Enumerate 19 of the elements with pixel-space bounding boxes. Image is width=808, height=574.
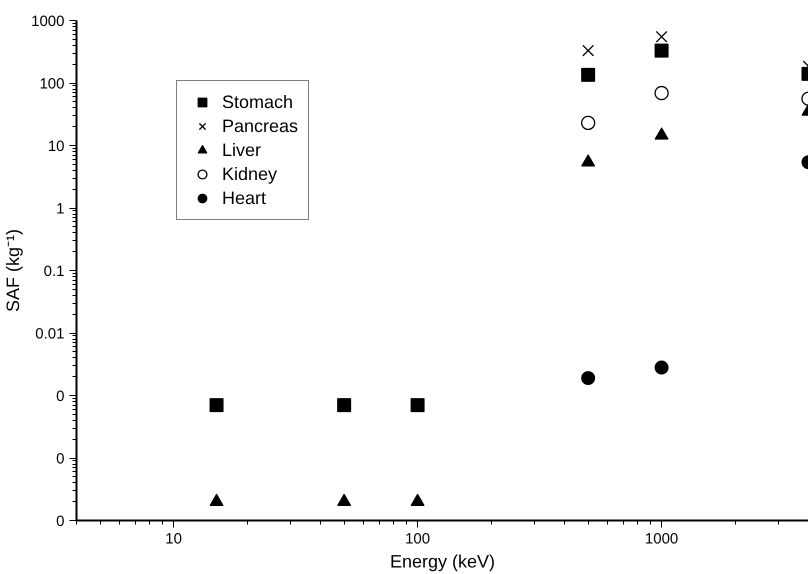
y-tick-label: 0 [56,450,64,468]
legend-label: Heart [222,187,266,209]
y-tick-label: 0 [56,513,64,530]
x-tick-label: 100 [405,530,430,548]
x-tick-label: 10 [165,530,182,548]
y-tick-label: 0.1 [44,263,65,280]
y-tick-label: 0.01 [35,326,65,342]
y-tick-label: 100 [39,76,65,92]
y-tick-label: 1 [56,200,64,218]
x-tick-label: 1000 [644,530,678,548]
legend-label: Liver [222,139,262,161]
y-tick-label: 1000 [31,13,65,30]
y-tick-label: 10 [48,138,65,155]
x-axis-title: Energy (keV) [390,552,496,572]
y-axis-title: SAF (kg⁻¹) [3,228,24,312]
legend-label: Pancreas [222,115,298,137]
y-tick-label: 0 [56,388,64,405]
legend-label: Kidney [222,163,278,185]
legend-label: Stomach [222,91,294,113]
